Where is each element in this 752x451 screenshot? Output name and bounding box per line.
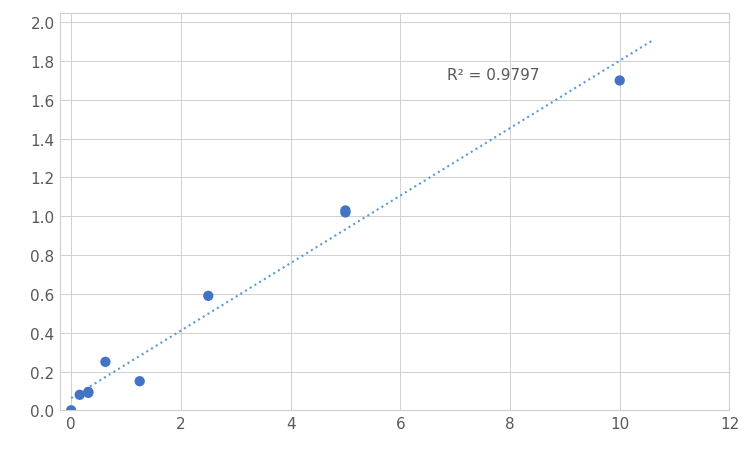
Point	[614, 78, 626, 85]
Point	[134, 378, 146, 385]
Point	[65, 407, 77, 414]
Point	[99, 359, 111, 366]
Point	[82, 388, 94, 396]
Point	[74, 391, 86, 399]
Point	[339, 207, 351, 215]
Text: R² = 0.9797: R² = 0.9797	[447, 68, 539, 83]
Point	[202, 293, 214, 300]
Point	[339, 209, 351, 216]
Point	[82, 389, 94, 396]
